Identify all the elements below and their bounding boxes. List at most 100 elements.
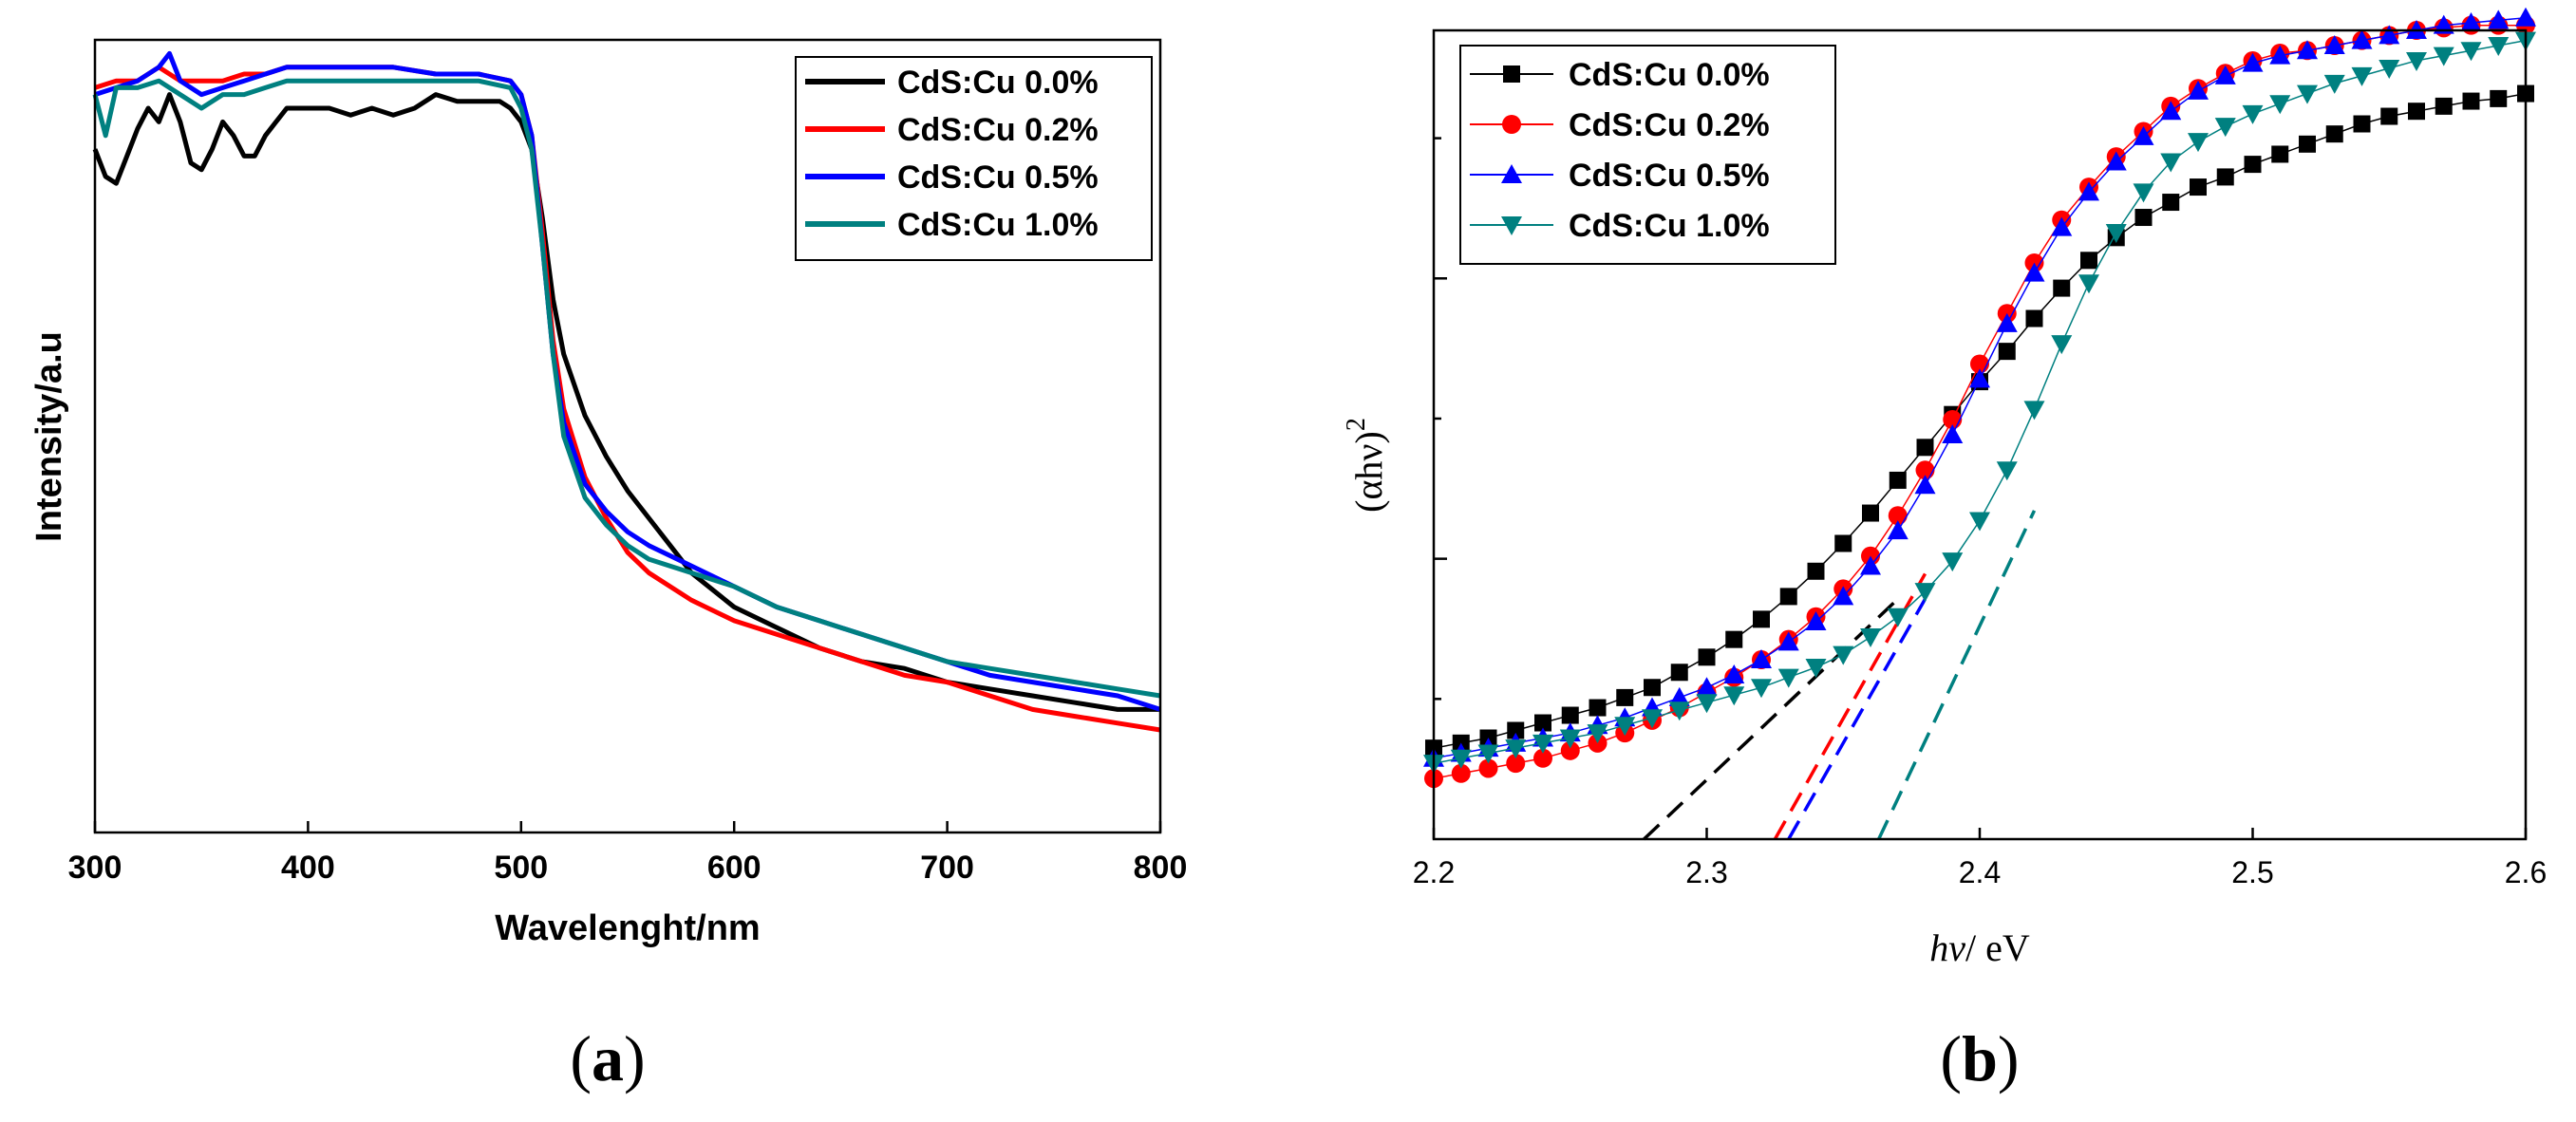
- panel-b-data-point: [2435, 97, 2453, 115]
- panel-b-data-point: [2190, 178, 2207, 196]
- panel-b-data-point: [2160, 153, 2182, 173]
- panel-b-data-point: [1807, 562, 1825, 580]
- panel-b-data-point: [2078, 274, 2099, 294]
- panel-b-data-point: [1507, 721, 1525, 739]
- panel-b: 2.2 2.3 2.4 2.5 2.6 hν/ eV (αhν)2 CdS:Cu 0.0…: [1342, 7, 2547, 1094]
- panel-a-series-line-0: [92, 92, 1160, 712]
- panel-b-x-tick-label: 2.3: [1685, 855, 1727, 889]
- panel-b-data-point: [1478, 758, 1498, 778]
- panel-b-x-tick-label: 2.6: [2505, 855, 2547, 889]
- panel-b-fit-line-1: [1773, 572, 1927, 840]
- panel-a-series-group: [92, 50, 1161, 733]
- panel-b-data-point: [1860, 555, 1881, 575]
- panel-b-data-point: [1805, 611, 1827, 631]
- panel-b-data-point: [2078, 181, 2099, 201]
- panel-b-data-point: [2297, 84, 2318, 104]
- panel-b-data-point: [1777, 631, 1799, 651]
- panel-b-data-point: [2025, 309, 2043, 327]
- panel-b-data-point: [2105, 224, 2127, 243]
- panel-a-y-axis-label: Intensity/a.u: [29, 331, 69, 542]
- panel-b-data-point: [2351, 29, 2373, 49]
- panel-b-data-point: [1506, 754, 1526, 774]
- panel-b-data-point: [1942, 552, 1964, 572]
- panel-b-legend-label-3: CdS:Cu 1.0%: [1569, 208, 1770, 244]
- panel-a-x-tick-label: 400: [281, 850, 335, 886]
- panel-b-data-point: [2269, 45, 2291, 65]
- panel-b-data-point: [2353, 115, 2371, 133]
- panel-b-data-point: [1862, 504, 1879, 522]
- panel-b-data-point: [2133, 125, 2154, 145]
- panel-b-data-point: [2297, 40, 2318, 60]
- panel-b-data-point: [2351, 66, 2373, 86]
- panel-a-legend-label-2: CdS:Cu 0.5%: [897, 159, 1099, 196]
- panel-b-data-point: [1914, 475, 1936, 495]
- panel-b-data-point: [1533, 748, 1552, 768]
- panel-b-data-point: [1751, 679, 1772, 699]
- panel-b-data-point: [2269, 95, 2291, 115]
- panel-b-legend-marker-1: [1502, 115, 1521, 134]
- panel-b-data-point: [2188, 80, 2209, 100]
- panel-b-data-point: [2080, 252, 2097, 270]
- panel-b-y-ticks: [1434, 137, 1447, 701]
- panel-b-data-point: [2162, 194, 2180, 212]
- panel-b-data-point: [1696, 694, 1718, 714]
- panel-b-legend-label-0: CdS:Cu 0.0%: [1569, 57, 1770, 93]
- panel-b-data-point: [1477, 744, 1499, 764]
- panel-a-x-tick-label: 300: [68, 850, 122, 886]
- panel-b-data-point: [2323, 74, 2345, 94]
- panel-b-data-point: [1560, 740, 1580, 760]
- panel-b-data-point: [1589, 699, 1607, 717]
- panel-b-data-point: [1942, 424, 1964, 443]
- panel-a-legend: CdS:Cu 0.0% CdS:Cu 0.2% CdS:Cu 0.5% CdS:Cu …: [795, 56, 1153, 261]
- panel-b-x-axis-label: hν/ eV: [1929, 926, 2030, 969]
- panel-b-data-point: [2105, 151, 2127, 171]
- panel-a-legend-label-0: CdS:Cu 0.0%: [897, 65, 1099, 101]
- panel-b-data-point: [2053, 279, 2071, 297]
- panel-b-data-point: [1751, 648, 1772, 668]
- panel-b-data-point: [2325, 125, 2343, 143]
- panel-b-data-point: [1887, 520, 1908, 540]
- panel-b-x-tick-label: 2.2: [1413, 855, 1455, 889]
- panel-a-x-tick-label: 800: [1134, 850, 1188, 886]
- panel-b-series-group: [1423, 7, 2536, 789]
- panel-b-data-point: [1561, 706, 1579, 724]
- panel-b-data-point: [1834, 534, 1852, 552]
- panel-b-data-point: [1668, 701, 1690, 721]
- panel-b-data-point: [2214, 65, 2236, 84]
- panel-a-plot-frame: [93, 38, 1162, 834]
- panel-b-data-point: [1644, 679, 1661, 697]
- panel-b-data-point: [2323, 34, 2345, 54]
- panel-b-data-point: [2242, 52, 2264, 72]
- panel-b-series-3: [1423, 31, 2536, 775]
- panel-a-x-ticks: 300 400 500 600 700 800: [68, 821, 1188, 886]
- panel-b-data-point: [1805, 658, 1827, 678]
- panel-b-data-point: [2134, 209, 2153, 227]
- panel-b-data-point: [2271, 145, 2289, 163]
- panel-b-data-point: [2242, 104, 2264, 124]
- panel-b-data-point: [1914, 583, 1936, 603]
- panel-b-data-point: [1614, 717, 1636, 737]
- panel-b-data-point: [1505, 739, 1527, 759]
- panel-b-fit-lines: [1643, 510, 2037, 841]
- panel-b-data-point: [1642, 709, 1663, 729]
- panel-b-data-point: [1969, 368, 1990, 388]
- panel-b-data-point: [1587, 724, 1608, 744]
- panel-b-x-ticks: 2.2 2.3 2.4 2.5 2.6: [1413, 828, 2547, 889]
- panel-a: 300 400 500 600 700 800 Wavelenght/nm Intensi…: [29, 38, 1188, 1094]
- panel-b-data-point: [1559, 729, 1581, 749]
- panel-b-data-point: [1532, 734, 1553, 754]
- panel-b-data-point: [1616, 688, 1634, 706]
- panel-b-fit-line-2: [1787, 598, 1927, 840]
- panel-b-data-point: [1668, 686, 1690, 706]
- panel-b-y-axis-label: (αhν)2: [1342, 418, 1390, 513]
- panel-b-data-point: [2244, 156, 2262, 174]
- panel-b-data-point: [1916, 439, 1934, 457]
- panel-b-data-point: [2433, 47, 2454, 66]
- panel-a-series-line-3: [92, 78, 1161, 699]
- panel-a-x-axis-label: Wavelenght/nm: [495, 908, 760, 948]
- panel-b-data-point: [1534, 714, 1551, 732]
- panel-b-caption: (b): [1940, 1022, 2019, 1094]
- panel-b-data-point: [2188, 133, 2209, 153]
- panel-b-data-point: [2379, 59, 2400, 79]
- panel-b-data-point: [1451, 763, 1471, 783]
